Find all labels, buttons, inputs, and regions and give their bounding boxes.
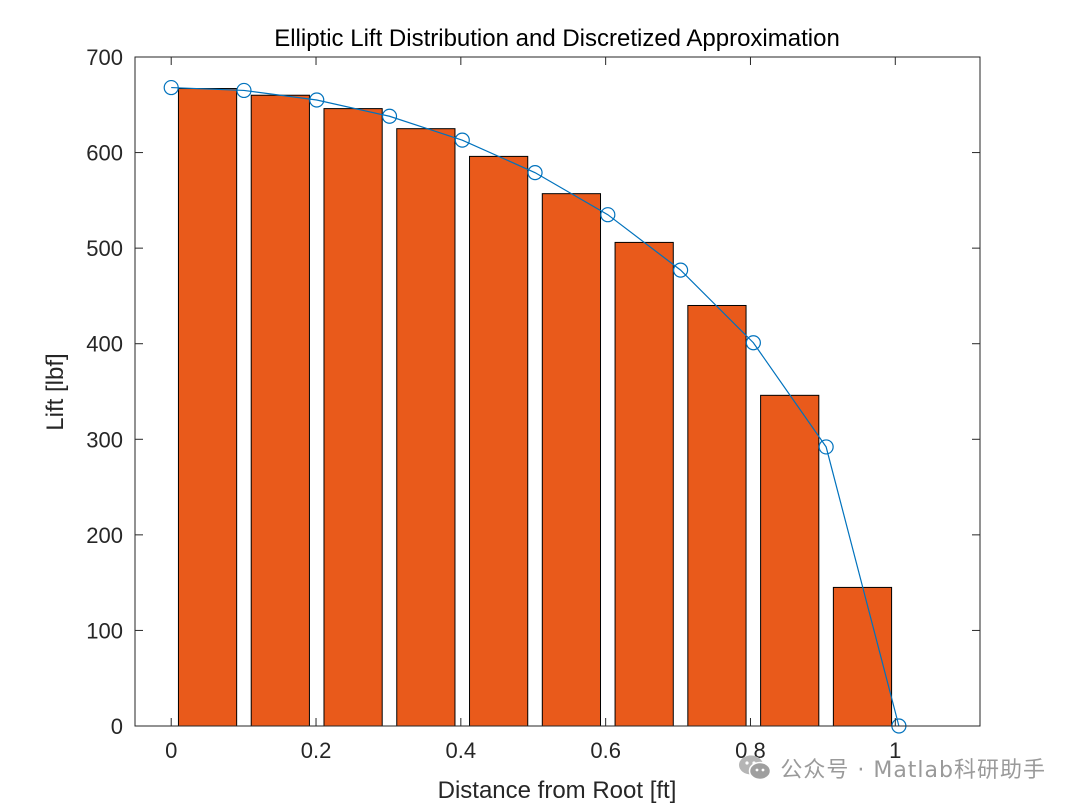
x-tick-label: 0.4 (446, 738, 477, 763)
watermark-text: 公众号 · Matlab科研助手 (780, 758, 1046, 783)
bar (541, 193, 602, 727)
line-marker (381, 108, 398, 124)
bar (250, 94, 310, 727)
line-marker (818, 439, 834, 455)
bar (469, 155, 529, 727)
y-tick-label: 0 (111, 714, 123, 739)
axes-box (134, 56, 981, 727)
x-tick-label: 1 (889, 738, 901, 763)
line-marker (163, 79, 179, 96)
x-axis-label: Distance from Root [ft] (438, 777, 677, 804)
y-tick-label: 100 (86, 618, 123, 643)
chart-title: Elliptic Lift Distribution and Discretiz… (274, 25, 840, 52)
bar (614, 241, 674, 727)
watermark: 公众号 · Matlab科研助手 (738, 752, 1046, 784)
x-tick-label: 0.6 (590, 738, 621, 763)
y-tick-label: 200 (86, 523, 123, 548)
x-tick-label: 0.2 (301, 738, 332, 763)
line-marker (454, 132, 470, 148)
y-tick-label: 600 (86, 141, 123, 166)
bar (396, 128, 456, 727)
y-axis-ticks: 0 100 200 300 400 500 600 700 (86, 45, 980, 739)
wechat-icon (739, 755, 772, 781)
line-marker (745, 335, 761, 351)
y-tick-label: 400 (86, 332, 123, 357)
line-marker (527, 165, 543, 181)
bar (832, 586, 893, 727)
bar (177, 88, 238, 727)
line-marker (600, 207, 616, 223)
line-marker (672, 262, 689, 278)
x-tick-label: 0 (165, 738, 177, 763)
y-tick-label: 700 (86, 45, 123, 70)
y-tick-label: 500 (86, 236, 123, 261)
y-axis-label: Lift [lbf] (42, 353, 69, 430)
bar (687, 304, 747, 727)
bar (323, 108, 383, 727)
y-tick-label: 300 (86, 427, 123, 452)
series-line (171, 86, 900, 727)
line-marker (236, 82, 252, 99)
bar (760, 394, 820, 727)
line-marker (309, 92, 325, 108)
